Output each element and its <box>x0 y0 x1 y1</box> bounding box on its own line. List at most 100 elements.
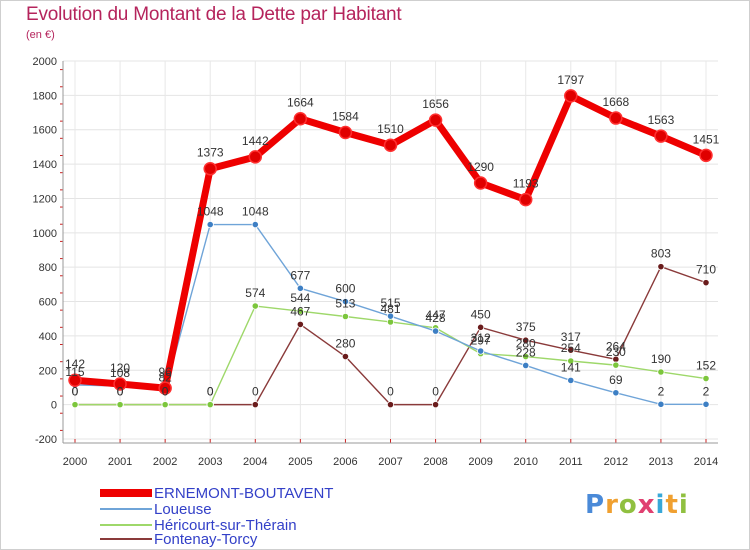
data-label: 1563 <box>648 113 675 127</box>
data-label: 0 <box>117 385 124 399</box>
data-point <box>248 150 263 164</box>
data-point <box>386 312 395 320</box>
data-label: 2 <box>658 384 665 398</box>
data-point <box>567 376 575 385</box>
data-point <box>431 401 440 409</box>
y-tick-label: 600 <box>39 297 57 309</box>
data-point <box>522 336 530 344</box>
legend-swatch-fontenay <box>100 538 152 540</box>
data-label: 803 <box>651 247 671 261</box>
data-label: 513 <box>335 296 355 310</box>
data-label: 230 <box>606 345 626 359</box>
data-label: 228 <box>516 345 536 359</box>
data-label: 190 <box>651 352 671 366</box>
legend-item[interactable]: ERNEMONT-BOUTAVENT <box>100 485 333 502</box>
data-point <box>477 347 485 355</box>
legend-label: Fontenay-Torcy <box>154 530 258 548</box>
data-point <box>296 307 304 315</box>
chart-subtitle: (en €) <box>26 29 55 41</box>
data-point <box>296 284 304 292</box>
data-label: 120 <box>110 361 130 375</box>
data-label: 152 <box>696 359 716 373</box>
data-label: 0 <box>117 385 124 399</box>
legend-label: Héricourt-sur-Thérain <box>154 516 297 534</box>
data-label: 0 <box>252 385 259 399</box>
data-point <box>654 129 668 143</box>
data-label: 0 <box>387 385 394 399</box>
data-point <box>158 381 172 395</box>
data-point <box>428 113 443 127</box>
x-tick-label: 2008 <box>423 456 447 468</box>
data-point <box>702 374 710 383</box>
data-point <box>341 352 350 361</box>
data-label: 280 <box>335 337 355 351</box>
data-point <box>518 192 533 207</box>
x-tick-label: 2002 <box>153 456 177 468</box>
data-label: 1664 <box>287 96 314 110</box>
x-tick-label: 2003 <box>198 456 222 468</box>
x-tick-label: 2005 <box>288 456 312 468</box>
data-label: 428 <box>426 311 446 325</box>
y-tick-label: 1400 <box>33 159 57 171</box>
x-tick-label: 2000 <box>63 456 87 468</box>
data-label: 69 <box>609 373 623 387</box>
data-point <box>341 312 350 321</box>
legend-item[interactable]: Loueuse <box>100 500 212 518</box>
proxiti-logo: Proxiti <box>585 490 689 520</box>
data-label: 0 <box>162 385 169 399</box>
data-point <box>657 368 665 376</box>
x-tick-label: 2010 <box>513 456 537 468</box>
data-label: 677 <box>290 268 310 282</box>
y-tick-label: 0 <box>51 400 57 412</box>
data-label: 1510 <box>377 122 404 136</box>
x-tick-label: 2012 <box>604 456 628 468</box>
data-label: 115 <box>65 365 84 379</box>
data-label: 1668 <box>603 95 630 109</box>
x-tick-label: 2013 <box>649 456 673 468</box>
data-point <box>383 138 398 152</box>
data-point <box>293 111 308 126</box>
data-label: 142 <box>65 357 85 371</box>
data-point <box>702 279 710 287</box>
data-point <box>338 125 353 140</box>
data-label: 450 <box>471 307 491 321</box>
data-point <box>386 318 395 326</box>
data-point <box>612 361 620 369</box>
data-point <box>609 111 623 125</box>
data-label: 141 <box>561 360 581 374</box>
data-label: 1451 <box>693 132 720 146</box>
legend-item[interactable]: Fontenay-Torcy <box>100 530 258 548</box>
x-tick-label: 2006 <box>333 456 357 468</box>
data-point <box>657 400 665 408</box>
x-tick-label: 2009 <box>468 456 492 468</box>
data-label: 1442 <box>242 134 269 148</box>
data-label: 481 <box>380 302 400 316</box>
data-point <box>251 220 259 229</box>
data-label: 1048 <box>197 205 224 219</box>
data-point <box>161 401 169 409</box>
y-tick-label: 1200 <box>33 193 57 205</box>
data-label: 1584 <box>332 109 359 123</box>
data-point <box>113 377 127 391</box>
data-point <box>206 401 214 409</box>
data-point <box>657 263 665 271</box>
data-point <box>68 373 82 387</box>
data-label: 264 <box>606 339 626 353</box>
data-label: 254 <box>561 341 581 355</box>
data-point <box>473 176 488 190</box>
data-label: 317 <box>561 330 581 344</box>
data-label: 574 <box>245 286 265 300</box>
data-label: 312 <box>471 331 491 345</box>
series-labels: 142 120 96 1373 1442 1664 1584 1510 1656 1290 1193… <box>65 73 720 399</box>
legend-item[interactable]: Héricourt-sur-Thérain <box>100 516 297 534</box>
y-tick-label: 1000 <box>33 228 57 240</box>
y-tick-label: 400 <box>39 331 57 343</box>
data-point <box>522 361 530 370</box>
data-label: 1048 <box>242 205 269 219</box>
data-point <box>206 220 214 229</box>
grid <box>63 60 718 440</box>
legend-label: Loueuse <box>154 500 212 518</box>
data-point <box>522 352 530 361</box>
x-tick-label: 2001 <box>108 456 132 468</box>
data-point <box>341 297 350 306</box>
